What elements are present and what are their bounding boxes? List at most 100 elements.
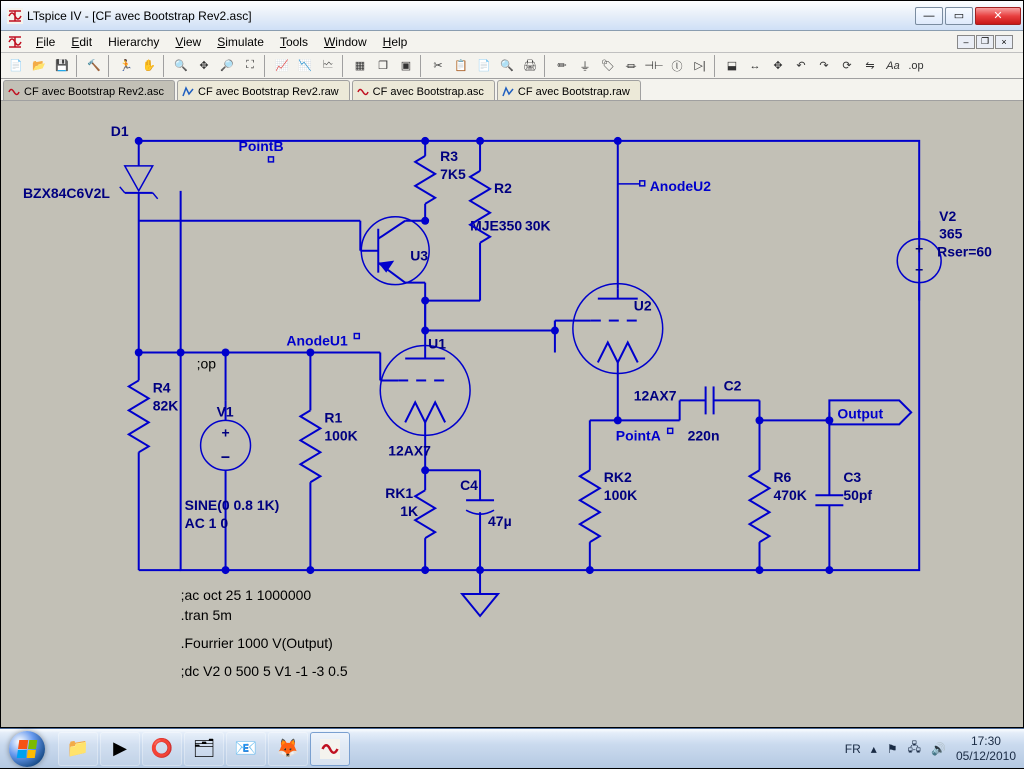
svg-text:SINE(0 0.8 1K): SINE(0 0.8 1K) xyxy=(185,497,280,513)
tray-lang[interactable]: FR xyxy=(845,742,861,756)
inductor-button[interactable]: ⓛ xyxy=(666,55,688,77)
svg-text:Rser=60: Rser=60 xyxy=(937,244,992,260)
capacitor-button[interactable]: ⊣⊢ xyxy=(643,55,665,77)
drag-button[interactable]: ✥ xyxy=(767,55,789,77)
system-tray[interactable]: FR ▴ ⚑ 🖧 🔊 17:30 05/12/2010 xyxy=(837,729,1024,769)
spice-directive-button[interactable]: .op xyxy=(905,55,927,77)
schematic-icon xyxy=(8,86,20,98)
zoom-in-button[interactable]: 🔍 xyxy=(170,55,192,77)
menu-hierarchy[interactable]: Hierarchy xyxy=(101,33,166,51)
ground-button[interactable]: ⏚ xyxy=(574,55,596,77)
tab-asc[interactable]: CF avec Bootstrap.asc xyxy=(352,80,495,100)
start-button[interactable] xyxy=(0,729,54,769)
tile-button[interactable]: ▦ xyxy=(349,55,371,77)
svg-text:12AX7: 12AX7 xyxy=(634,387,677,403)
component-button[interactable]: ⬓ xyxy=(721,55,743,77)
svg-text:365: 365 xyxy=(939,226,963,242)
svg-text:AC 1 0: AC 1 0 xyxy=(185,515,229,531)
close-all-button[interactable]: ▣ xyxy=(395,55,417,77)
svg-text:1K: 1K xyxy=(400,503,418,519)
menu-window[interactable]: Window xyxy=(317,33,374,51)
label-net-button[interactable]: 🏷 xyxy=(597,55,619,77)
taskbar-libraries[interactable]: 🗂 xyxy=(184,732,224,766)
new-schematic-button[interactable]: 📄 xyxy=(5,55,27,77)
menu-view[interactable]: View xyxy=(168,33,208,51)
pan-button[interactable]: ✥ xyxy=(193,55,215,77)
redo-button[interactable]: ↷ xyxy=(813,55,835,77)
svg-text:C4: C4 xyxy=(460,477,478,493)
minimize-button[interactable]: — xyxy=(915,7,943,25)
move-button[interactable]: ↔ xyxy=(744,55,766,77)
pick-visible-button[interactable]: 🗠 xyxy=(317,55,339,77)
diode-button[interactable]: ▷| xyxy=(689,55,711,77)
mdi-icon xyxy=(7,34,23,50)
run-button[interactable]: 🏃 xyxy=(115,55,137,77)
tab-raw[interactable]: CF avec Bootstrap.raw xyxy=(497,80,641,100)
zoom-fit-button[interactable]: ⛶ xyxy=(239,55,261,77)
copy-button[interactable]: 📋 xyxy=(450,55,472,77)
mdi-close-button[interactable]: × xyxy=(995,35,1013,49)
tray-flag-icon[interactable]: ⚑ xyxy=(887,742,898,756)
close-button[interactable]: ✕ xyxy=(975,7,1021,25)
menu-file[interactable]: File xyxy=(29,33,62,51)
svg-text:100K: 100K xyxy=(604,487,637,503)
svg-text:7K5: 7K5 xyxy=(440,166,466,182)
print-button[interactable]: 🖨 xyxy=(519,55,541,77)
taskbar-firefox[interactable]: 🦊 xyxy=(268,732,308,766)
svg-text:100K: 100K xyxy=(324,427,357,443)
cut-button[interactable]: ✂ xyxy=(427,55,449,77)
taskbar-mail[interactable]: 📧 xyxy=(226,732,266,766)
tab-asc-rev2[interactable]: CF avec Bootstrap Rev2.asc xyxy=(3,80,175,100)
draw-wire-button[interactable]: ✏ xyxy=(551,55,573,77)
menu-edit[interactable]: Edit xyxy=(64,33,99,51)
menu-tools[interactable]: Tools xyxy=(273,33,315,51)
rotate-button[interactable]: ⟳ xyxy=(836,55,858,77)
control-panel-button[interactable]: 🔨 xyxy=(83,55,105,77)
svg-text:.tran 5m: .tran 5m xyxy=(181,607,232,623)
maximize-button[interactable]: ▭ xyxy=(945,7,973,25)
taskbar-explorer[interactable]: 📁 xyxy=(58,732,98,766)
mdi-minimize-button[interactable]: – xyxy=(957,35,975,49)
svg-text:PointA: PointA xyxy=(616,427,661,443)
svg-text:R3: R3 xyxy=(440,148,458,164)
menu-help[interactable]: Help xyxy=(376,33,415,51)
mirror-button[interactable]: ⇋ xyxy=(859,55,881,77)
svg-text:+: + xyxy=(915,241,923,257)
tray-chevron-icon[interactable]: ▴ xyxy=(871,742,877,756)
svg-text:AnodeU1: AnodeU1 xyxy=(286,333,348,349)
cascade-button[interactable]: ❐ xyxy=(372,55,394,77)
tabbar: CF avec Bootstrap Rev2.asc CF avec Boots… xyxy=(1,79,1023,101)
taskbar-ltspice[interactable] xyxy=(310,732,350,766)
text-button[interactable]: Aa xyxy=(882,55,904,77)
tray-network-icon[interactable]: 🖧 xyxy=(908,738,921,759)
taskbar-app1[interactable]: ⭕ xyxy=(142,732,182,766)
halt-button[interactable]: ✋ xyxy=(138,55,160,77)
svg-text:RK2: RK2 xyxy=(604,469,632,485)
save-button[interactable]: 💾 xyxy=(51,55,73,77)
svg-text:47µ: 47µ xyxy=(488,513,512,529)
add-trace-button[interactable]: 📉 xyxy=(294,55,316,77)
svg-text:D1: D1 xyxy=(111,123,129,139)
taskbar[interactable]: 📁 ▶ ⭕ 🗂 📧 🦊 FR ▴ ⚑ 🖧 🔊 17:30 05/12/2010 xyxy=(0,728,1024,768)
open-button[interactable]: 📂 xyxy=(28,55,50,77)
autorange-button[interactable]: 📈 xyxy=(271,55,293,77)
mdi-restore-button[interactable]: ❐ xyxy=(976,35,994,49)
comp-U3: MJE350 U3 xyxy=(139,217,523,331)
app-icon xyxy=(7,8,23,24)
comp-V2: + − V2 365 Rser=60 xyxy=(897,208,992,301)
undo-button[interactable]: ↶ xyxy=(790,55,812,77)
paste-button[interactable]: 📄 xyxy=(473,55,495,77)
tray-clock[interactable]: 17:30 05/12/2010 xyxy=(956,734,1016,763)
taskbar-mediaplayer[interactable]: ▶ xyxy=(100,732,140,766)
menu-simulate[interactable]: Simulate xyxy=(210,33,271,51)
zoom-out-button[interactable]: 🔎 xyxy=(216,55,238,77)
svg-text:.Fourrier 1000 V(Output): .Fourrier 1000 V(Output) xyxy=(181,635,333,651)
find-button[interactable]: 🔍 xyxy=(496,55,518,77)
tab-raw-rev2[interactable]: CF avec Bootstrap Rev2.raw xyxy=(177,80,350,100)
schematic-canvas[interactable]: D1 BZX84C6V2L R4 82K xyxy=(1,101,1023,727)
svg-text:R4: R4 xyxy=(153,379,171,395)
tray-volume-icon[interactable]: 🔊 xyxy=(931,742,946,756)
resistor-button[interactable]: ⏛ xyxy=(620,55,642,77)
svg-text:−: − xyxy=(221,449,230,466)
titlebar[interactable]: LTspice IV - [CF avec Bootstrap Rev2.asc… xyxy=(1,1,1023,31)
